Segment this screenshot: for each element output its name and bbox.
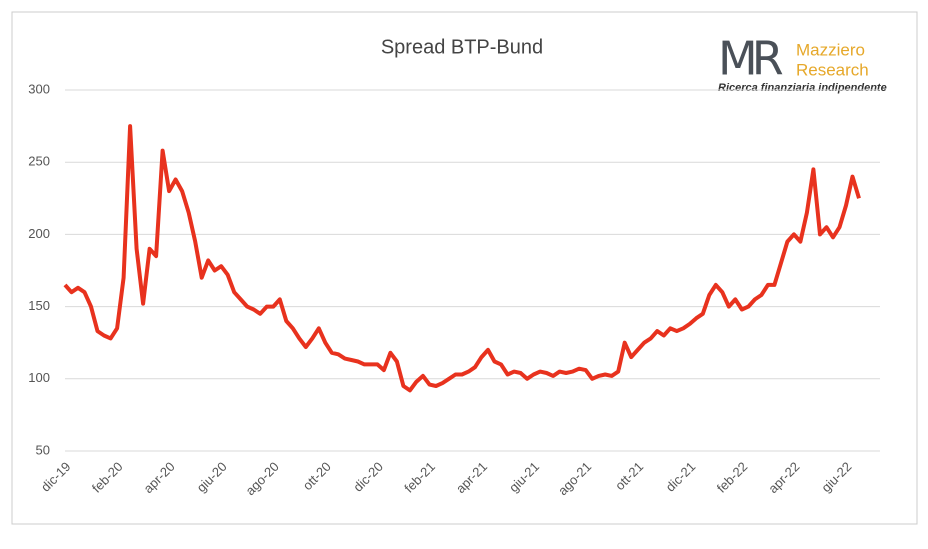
chart-title: Spread BTP-Bund [381, 36, 543, 58]
y-tick-label: 50 [36, 442, 50, 457]
logo-name: Research [796, 60, 869, 79]
y-tick-label: 250 [28, 154, 50, 169]
y-tick-label: 200 [28, 226, 50, 241]
logo-tagline: Ricerca finanziaria indipendente [718, 82, 887, 94]
y-tick-label: 100 [28, 370, 50, 385]
chart-border [11, 11, 918, 525]
logo-mark: MR [718, 32, 783, 86]
logo-name: Mazziero [796, 40, 865, 59]
series-line [63, 124, 861, 393]
y-tick-label: 300 [28, 81, 50, 96]
y-tick-label: 150 [28, 298, 50, 313]
